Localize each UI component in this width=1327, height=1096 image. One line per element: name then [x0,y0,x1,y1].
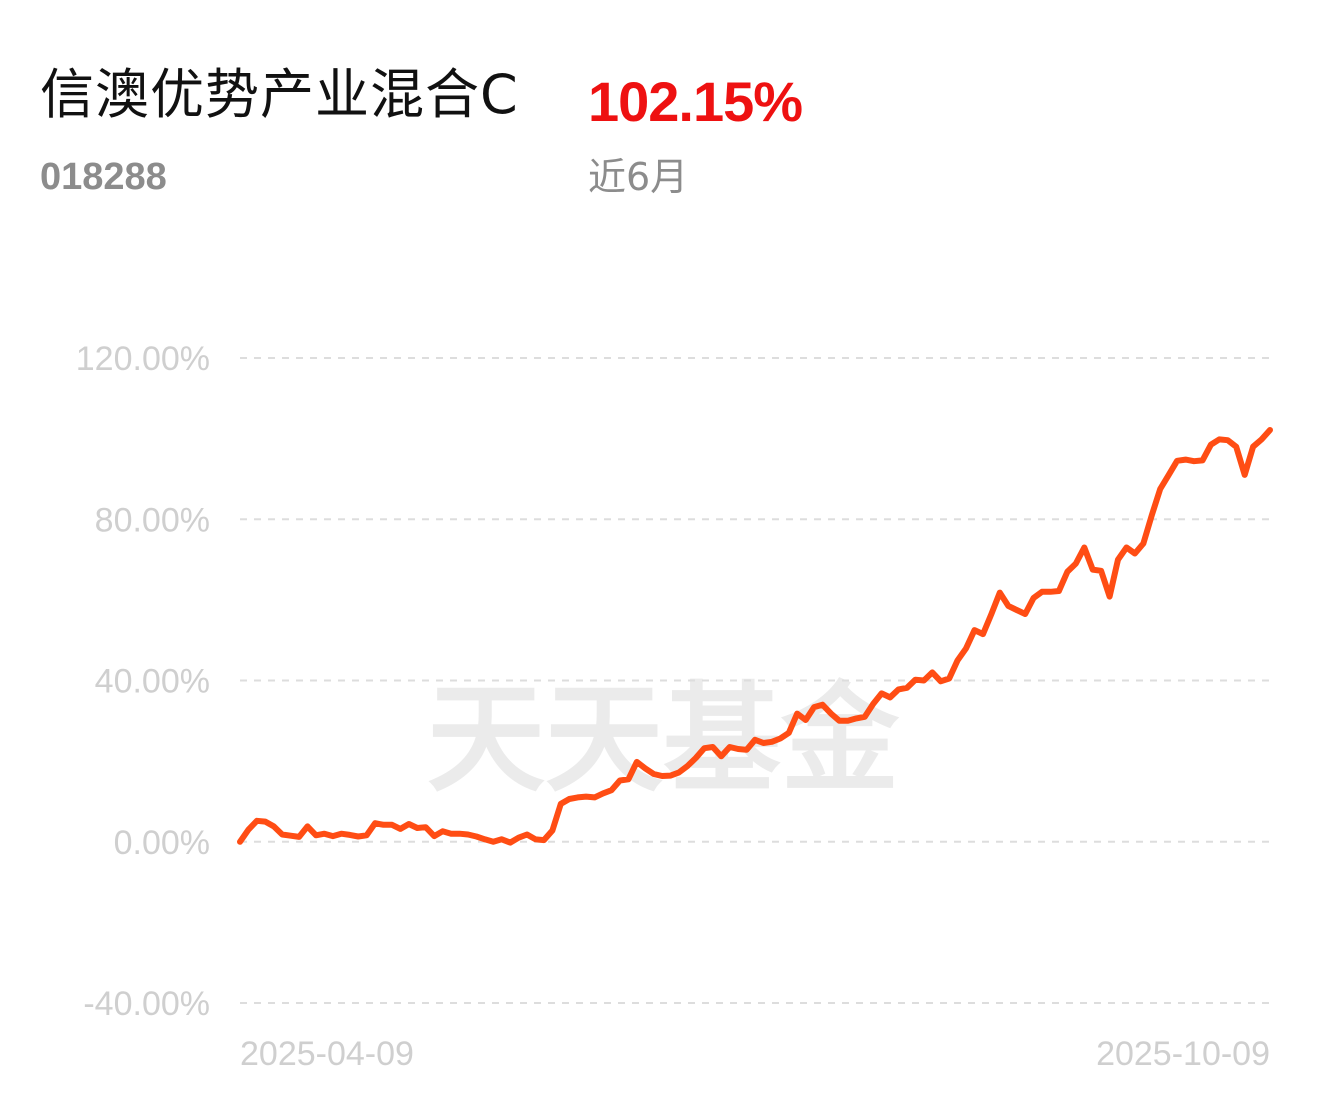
y-tick-label: 0.00% [114,824,210,862]
x-tick-label: 2025-10-09 [1096,1035,1270,1073]
y-tick-label: 120.00% [76,340,210,378]
watermark: 天天基金 [427,670,900,808]
series-line [237,427,1273,846]
fund-name: 信澳优势产业混合C [40,63,519,126]
series-layer [237,427,1273,846]
return-value: 102.15% [588,70,803,133]
y-tick-label: 40.00% [95,663,210,701]
y-tick-label: -40.00% [83,985,210,1023]
y-axis: 120.00% 80.00% 40.00% 0.00% -40.00% [76,340,210,1023]
x-tick-label: 2025-04-09 [240,1035,414,1073]
return-period: 近6月 [588,155,689,199]
fund-code: 018288 [40,156,167,198]
y-tick-label: 80.00% [95,501,210,539]
grid-layer [240,357,1270,1004]
x-axis: 2025-04-09 2025-10-09 [240,1035,1270,1073]
